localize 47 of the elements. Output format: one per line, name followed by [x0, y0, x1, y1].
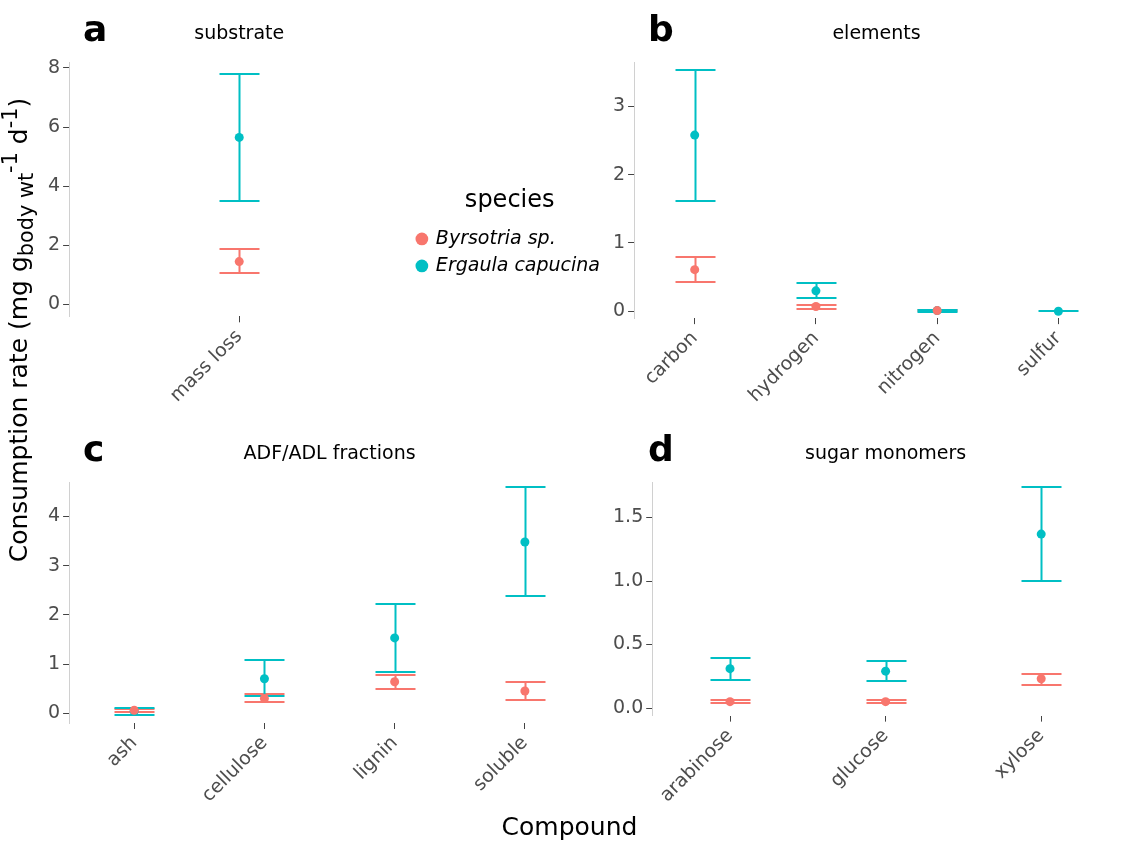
x-tick-label: ash	[101, 730, 141, 771]
legend-label: Byrsotria sp.	[435, 225, 556, 248]
point	[690, 265, 700, 275]
point	[725, 697, 735, 707]
point	[1036, 529, 1046, 539]
y-tick-label: 4	[47, 173, 61, 196]
y-tick-label: 2	[47, 601, 61, 624]
y-tick-label: 1.0	[613, 567, 644, 590]
point	[881, 697, 891, 707]
point	[881, 666, 891, 676]
y-tick-label: 3	[47, 552, 61, 575]
y-tick-label: 0	[612, 298, 626, 321]
y-tick-label: 3	[612, 93, 626, 116]
point	[520, 537, 530, 547]
legend-title: species	[464, 184, 555, 213]
y-tick-label: 0	[47, 291, 61, 314]
point	[811, 302, 821, 312]
y-tick-label: 8	[47, 54, 61, 77]
point	[520, 686, 530, 696]
point	[725, 664, 735, 674]
y-tick-label: 4	[47, 503, 61, 526]
y-tick-label: 1.5	[613, 504, 644, 527]
text: d	[648, 428, 674, 470]
y-tick-label: 0	[47, 700, 61, 723]
point	[1036, 674, 1046, 684]
point	[390, 677, 400, 687]
chart-title: elements	[832, 20, 921, 43]
text: a	[83, 8, 108, 50]
y-tick-label: 1	[612, 229, 626, 252]
y-tick-label: 0.5	[613, 631, 644, 654]
text: c	[83, 428, 105, 470]
chart-title: sugar monomers	[805, 440, 967, 463]
y-tick-label: 6	[47, 114, 61, 136]
point	[259, 674, 269, 684]
point	[390, 633, 400, 643]
legend-label: Ergaula capucina	[435, 252, 601, 275]
chart-title: ADF/ADL fractions	[243, 440, 416, 463]
y-tick-label: 2	[47, 232, 61, 255]
point	[1053, 306, 1063, 316]
point	[811, 286, 821, 296]
point	[690, 130, 700, 140]
chart-title: substrate	[194, 20, 285, 43]
text: b	[648, 8, 674, 50]
x-axis-title: Compound	[500, 812, 639, 841]
y-tick-label: 2	[612, 161, 626, 184]
y-tick-label: 1	[47, 650, 61, 673]
y-tick-label: 0.0	[613, 694, 644, 717]
